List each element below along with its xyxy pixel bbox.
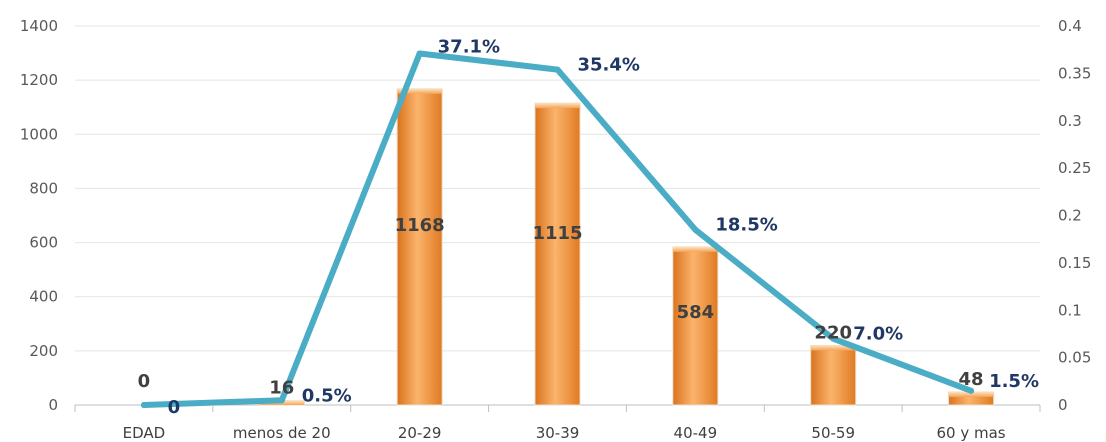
percentage-label: 35.4%: [578, 55, 640, 76]
bar-value-label: 0: [138, 371, 151, 392]
bar-top: [397, 88, 443, 94]
percentage-label: 7.0%: [853, 324, 903, 345]
right-tick-label: 0: [1058, 396, 1068, 414]
right-tick-label: 0.15: [1058, 254, 1091, 272]
right-tick-label: 0.05: [1058, 349, 1091, 367]
line-point: [692, 226, 699, 233]
category-label: EDAD: [123, 424, 166, 442]
percentage-line: [140, 50, 975, 408]
category-label: menos de 20: [233, 424, 331, 442]
category-label: 20-29: [398, 424, 442, 442]
line-point: [968, 387, 975, 394]
category-label: 60 y mas: [937, 424, 1006, 442]
bar-top: [948, 392, 994, 398]
right-tick-label: 0.3: [1058, 112, 1082, 130]
bar-value-label: 220: [814, 322, 852, 343]
right-tick-label: 0.4: [1058, 17, 1082, 35]
bar: [672, 246, 719, 406]
percentage-label: 0: [168, 397, 181, 418]
category-label: 40-49: [674, 424, 718, 442]
bar: [396, 88, 443, 406]
percentage-label: 1.5%: [989, 371, 1039, 392]
percentage-label: 37.1%: [438, 36, 500, 57]
right-tick-label: 0.35: [1058, 64, 1091, 82]
bar-value-label: 1168: [395, 215, 445, 236]
right-tick-label: 0.1: [1058, 301, 1082, 319]
line-point: [140, 402, 147, 408]
percentage-label: 0.5%: [302, 385, 352, 406]
bar-value-label: 16: [269, 378, 294, 399]
bar-value-label: 48: [959, 369, 984, 390]
left-tick-label: 600: [29, 234, 58, 252]
bar-value-label: 1115: [532, 223, 582, 244]
left-axis: 0 200 400 600 800 1000 1200 1400: [20, 17, 58, 414]
left-tick-label: 0: [48, 396, 58, 414]
left-tick-label: 1000: [20, 125, 58, 143]
right-tick-label: 0.2: [1058, 207, 1082, 225]
percentage-label: 18.5%: [715, 215, 777, 236]
bar: [534, 102, 581, 406]
percentage-labels: 0 0.5% 37.1% 35.4% 18.5% 7.0% 1.5%: [168, 36, 1039, 418]
bar: [810, 344, 857, 406]
bar-top: [810, 345, 856, 351]
left-tick-label: 200: [29, 342, 58, 360]
line-point: [278, 397, 285, 404]
left-tick-label: 400: [29, 288, 58, 306]
line-point: [554, 66, 561, 73]
left-tick-label: 800: [29, 179, 58, 197]
bar-value-label: 584: [677, 302, 715, 323]
category-label: 30-39: [536, 424, 580, 442]
right-tick-label: 0.25: [1058, 159, 1091, 177]
left-tick-label: 1200: [20, 71, 58, 89]
line-point: [416, 50, 423, 57]
left-tick-label: 1400: [20, 17, 58, 35]
bar-value-labels: 0 16 1168 1115 584 220 48: [138, 215, 984, 399]
category-label: 50-59: [811, 424, 855, 442]
bars: [258, 88, 995, 406]
right-axis: 0 0.05 0.1 0.15 0.2 0.25 0.3 0.35 0.4: [1058, 17, 1091, 414]
bar-top: [535, 103, 580, 109]
x-axis: EDAD menos de 20 20-29 30-39 40-49 50-59 60 y …: [74, 405, 1041, 442]
line-point: [830, 335, 837, 342]
bar-top: [672, 246, 718, 252]
